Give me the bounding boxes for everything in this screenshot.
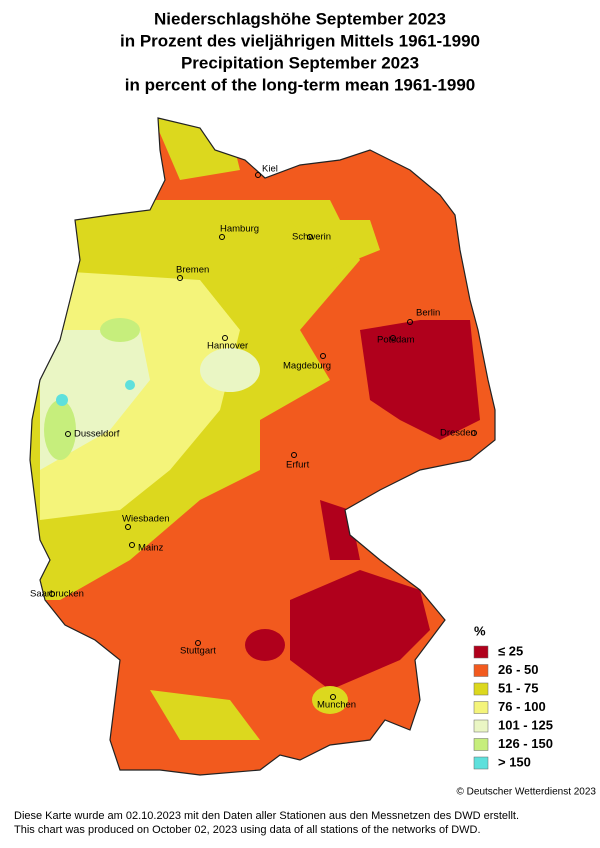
city-label: Erfurt — [286, 460, 310, 471]
copyright: © Deutscher Wetterdienst 2023 — [457, 787, 597, 798]
legend-swatch — [473, 738, 489, 751]
legend-label: 126 - 150 — [498, 736, 553, 751]
city-marker — [222, 335, 228, 341]
city-marker — [471, 430, 477, 436]
legend-label: 51 - 75 — [498, 680, 538, 695]
title-line: Precipitation September 2023 — [181, 53, 419, 72]
legend-label: 76 - 100 — [498, 699, 546, 714]
title-line: in percent of the long-term mean 1961-19… — [125, 75, 476, 94]
region — [290, 220, 380, 270]
title-line: Niederschlagshöhe September 2023 — [154, 9, 446, 28]
footer-line: This chart was produced on October 02, 2… — [14, 824, 481, 836]
region — [360, 320, 480, 440]
region — [44, 400, 76, 460]
region — [245, 629, 285, 661]
city-label: Munchen — [317, 700, 356, 711]
region — [200, 348, 260, 392]
city-label: Potsdam — [377, 335, 415, 346]
region — [56, 394, 68, 406]
city-label: Stuttgart — [180, 646, 216, 657]
legend-label: 101 - 125 — [498, 717, 553, 732]
legend-swatch — [473, 664, 489, 677]
city-label: Kiel — [262, 164, 278, 175]
cities: Kiel Hamburg Schwerin Bremen Berlin Potsdam Ha… — [30, 164, 477, 711]
city-marker — [129, 542, 135, 548]
city-marker — [195, 640, 201, 646]
city-label: Bremen — [176, 265, 209, 276]
city-label: Wiesbaden — [122, 514, 170, 525]
legend-label: > 150 — [498, 754, 531, 769]
legend-unit: % — [474, 623, 486, 638]
city-marker — [320, 353, 326, 359]
legend-label: 26 - 50 — [498, 662, 538, 677]
city-marker — [49, 591, 55, 597]
legend-label: ≤ 25 — [498, 643, 523, 658]
legend-swatch — [473, 645, 489, 659]
city-label: Berlin — [416, 308, 440, 319]
city-label: Schwerin — [292, 232, 331, 243]
city-marker — [407, 319, 413, 325]
city-label: Dusseldorf — [74, 429, 120, 440]
city-marker — [291, 452, 297, 458]
city-label: Dresden — [440, 428, 476, 439]
legend-swatch — [473, 682, 489, 696]
legend-swatch — [473, 701, 489, 714]
city-marker — [65, 431, 71, 437]
region — [100, 318, 140, 342]
city-marker — [330, 694, 336, 700]
region — [125, 380, 135, 390]
city-marker — [125, 524, 131, 530]
city-marker — [255, 172, 261, 178]
city-marker — [219, 234, 225, 240]
legend-swatch — [473, 719, 489, 733]
city-label: Magdeburg — [283, 361, 331, 372]
footer-line: Diese Karte wurde am 02.10.2023 mit den … — [14, 810, 519, 822]
region — [312, 686, 348, 714]
city-label: Mainz — [138, 543, 164, 554]
city-marker — [177, 275, 183, 281]
city-marker — [307, 234, 313, 240]
city-label: Hannover — [207, 341, 248, 352]
title-line: in Prozent des vieljährigen Mittels 1961… — [120, 31, 480, 50]
city-marker — [390, 335, 396, 341]
legend-swatch — [473, 756, 489, 770]
region — [150, 690, 260, 740]
city-label: Saarbrucken — [30, 589, 84, 600]
legend: ≤ 25 26 - 50 51 - 75 76 - 100 101 - 125 126 -… — [473, 643, 553, 770]
region — [290, 570, 430, 690]
city-label: Hamburg — [220, 224, 259, 235]
